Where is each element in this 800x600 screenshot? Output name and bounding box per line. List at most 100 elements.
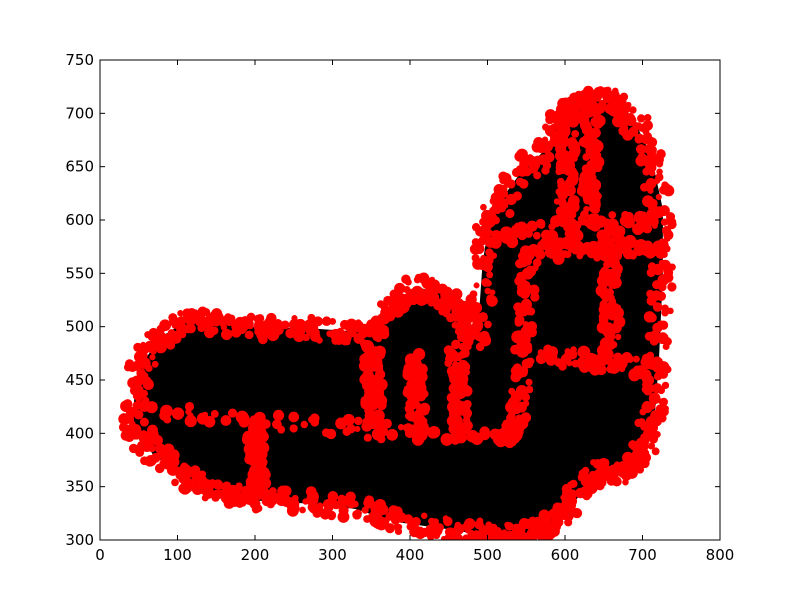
red-marker [486, 271, 494, 279]
red-marker [515, 177, 525, 187]
red-marker [649, 336, 659, 346]
red-marker [445, 354, 455, 364]
red-marker [528, 518, 537, 527]
red-marker [608, 282, 615, 290]
red-marker [634, 459, 643, 468]
red-marker [657, 361, 670, 374]
red-marker [567, 137, 578, 147]
red-marker [583, 205, 590, 213]
red-marker [450, 292, 459, 300]
red-marker [571, 129, 580, 138]
red-marker [657, 386, 666, 395]
red-marker [454, 521, 462, 529]
red-marker [533, 171, 542, 180]
red-marker [643, 114, 652, 122]
y-tick-label: 600 [65, 211, 94, 229]
red-marker [646, 429, 658, 442]
red-marker [493, 537, 501, 540]
red-marker [516, 401, 527, 413]
red-marker [444, 437, 451, 444]
red-marker [160, 404, 173, 418]
red-marker [255, 448, 268, 461]
red-marker [487, 523, 496, 532]
red-marker [140, 434, 151, 446]
red-marker [484, 320, 492, 329]
red-marker [557, 198, 567, 207]
red-marker [589, 471, 597, 479]
red-marker [658, 320, 669, 330]
red-marker [177, 310, 184, 317]
red-marker [581, 124, 593, 136]
red-marker [229, 489, 237, 496]
red-marker [458, 390, 465, 397]
red-marker [377, 383, 385, 391]
x-tick-label: 600 [551, 546, 580, 564]
red-marker [202, 486, 215, 499]
red-marker [478, 312, 488, 323]
red-marker [584, 352, 598, 366]
red-marker [406, 411, 414, 419]
red-marker [184, 414, 197, 428]
red-marker [616, 246, 625, 255]
red-marker [463, 413, 471, 421]
red-marker [409, 526, 421, 538]
red-marker [395, 523, 403, 531]
red-marker [451, 339, 461, 350]
red-marker [504, 521, 511, 528]
red-marker [471, 222, 481, 232]
red-marker [222, 481, 232, 491]
red-marker [128, 443, 139, 454]
red-marker [653, 418, 662, 427]
red-marker [564, 518, 573, 527]
red-marker [406, 399, 418, 411]
red-marker [593, 114, 606, 127]
red-marker [667, 307, 674, 315]
red-marker [467, 332, 476, 341]
red-marker [524, 346, 533, 354]
red-marker [547, 508, 559, 520]
red-marker [658, 398, 665, 405]
red-marker [516, 148, 528, 161]
red-marker [655, 160, 664, 168]
red-marker [610, 463, 620, 473]
red-marker [272, 409, 285, 422]
red-marker [590, 151, 600, 161]
red-marker [367, 418, 375, 426]
red-marker [642, 240, 653, 251]
red-marker [186, 323, 196, 334]
red-marker [193, 312, 206, 325]
red-marker [469, 290, 477, 298]
red-marker [215, 482, 223, 490]
red-marker [311, 328, 320, 337]
red-marker [237, 325, 247, 334]
red-marker [299, 506, 306, 514]
red-marker [567, 349, 578, 360]
red-marker [353, 509, 362, 518]
red-marker [607, 312, 615, 320]
red-marker [300, 420, 309, 429]
red-marker [656, 291, 667, 302]
red-marker [637, 154, 647, 164]
red-marker [652, 280, 662, 290]
red-marker [637, 114, 646, 123]
red-marker [542, 123, 550, 131]
red-marker [397, 295, 406, 304]
red-marker [610, 233, 620, 243]
red-marker [648, 169, 656, 177]
red-marker [211, 308, 223, 320]
red-marker [578, 114, 590, 126]
red-marker [327, 491, 339, 502]
red-marker [636, 372, 645, 380]
red-marker [378, 324, 390, 336]
red-marker [190, 465, 201, 476]
red-marker [520, 298, 533, 311]
red-marker [324, 505, 331, 513]
red-marker [595, 364, 607, 376]
red-marker [518, 165, 526, 173]
red-marker [661, 304, 669, 313]
red-marker [392, 506, 403, 517]
red-marker [532, 231, 541, 240]
red-marker [267, 317, 276, 326]
red-marker [327, 510, 337, 520]
red-marker [571, 359, 580, 368]
